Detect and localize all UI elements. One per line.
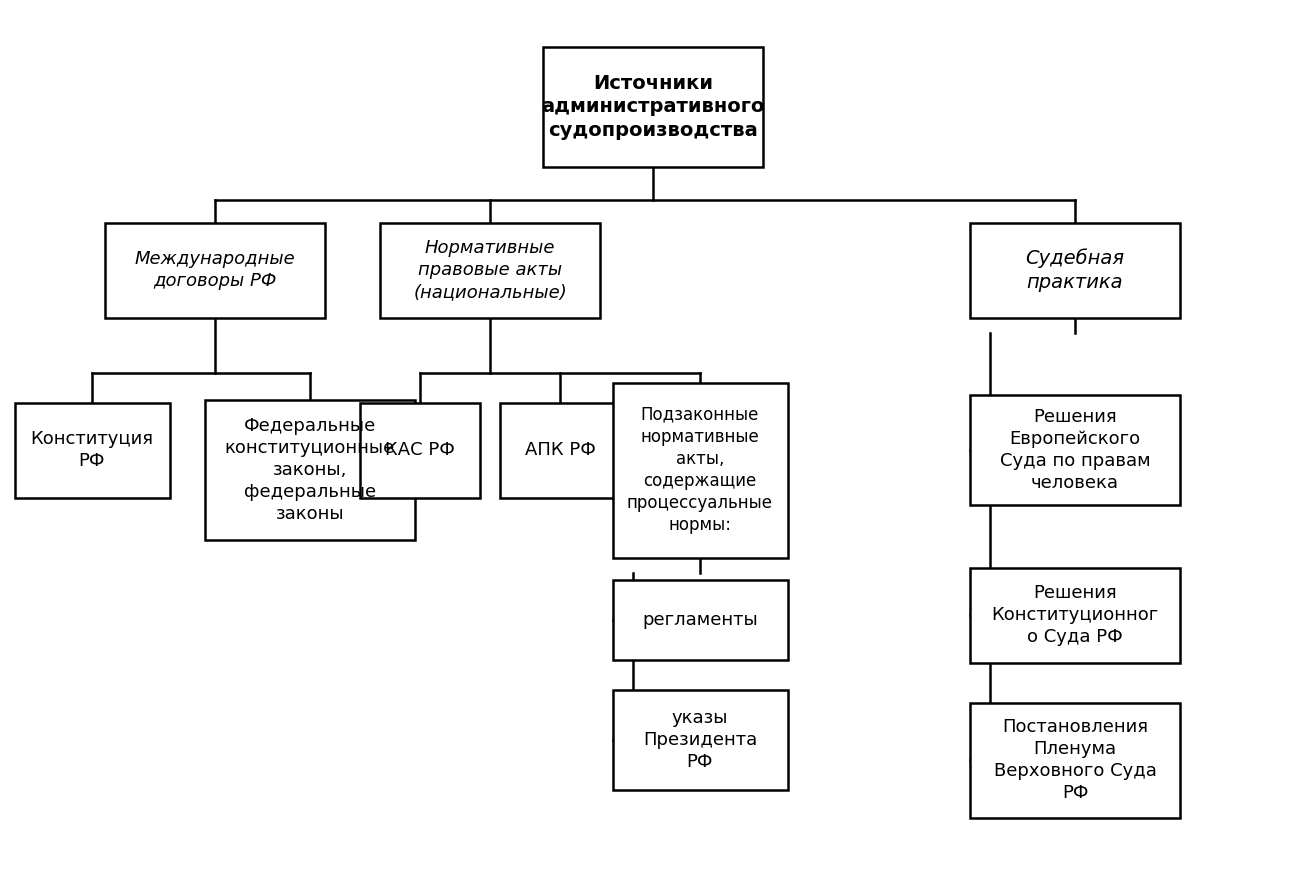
FancyBboxPatch shape — [380, 222, 600, 318]
Text: Судебная
практика: Судебная практика — [1026, 248, 1124, 292]
FancyBboxPatch shape — [501, 402, 620, 498]
FancyBboxPatch shape — [359, 402, 480, 498]
Text: АПК РФ: АПК РФ — [524, 441, 596, 459]
FancyBboxPatch shape — [970, 395, 1180, 505]
FancyBboxPatch shape — [105, 222, 325, 318]
Text: Решения
Европейского
Суда по правам
человека: Решения Европейского Суда по правам чело… — [1000, 408, 1150, 492]
Text: Решения
Конституционног
о Суда РФ: Решения Конституционног о Суда РФ — [992, 584, 1158, 646]
FancyBboxPatch shape — [14, 402, 170, 498]
Text: Конституция
РФ: Конституция РФ — [30, 430, 153, 470]
Text: Источники
административного
судопроизводства: Источники административного судопроизвод… — [541, 74, 765, 140]
Text: Нормативные
правовые акты
(национальные): Нормативные правовые акты (национальные) — [413, 239, 567, 301]
FancyBboxPatch shape — [613, 383, 788, 557]
Text: Международные
договоры РФ: Международные договоры РФ — [135, 250, 295, 290]
FancyBboxPatch shape — [613, 580, 788, 660]
Text: регламенты: регламенты — [642, 611, 758, 629]
FancyBboxPatch shape — [542, 47, 763, 167]
FancyBboxPatch shape — [970, 702, 1180, 818]
Text: Постановления
Пленума
Верховного Суда
РФ: Постановления Пленума Верховного Суда РФ — [993, 717, 1157, 802]
FancyBboxPatch shape — [970, 568, 1180, 662]
Text: Подзаконные
нормативные
акты,
содержащие
процессуальные
нормы:: Подзаконные нормативные акты, содержащие… — [627, 406, 772, 535]
FancyBboxPatch shape — [970, 222, 1180, 318]
Text: Федеральные
конституционные
законы,
федеральные
законы: Федеральные конституционные законы, феде… — [225, 417, 395, 523]
Text: указы
Президента
РФ: указы Президента РФ — [643, 708, 757, 772]
FancyBboxPatch shape — [613, 690, 788, 790]
FancyBboxPatch shape — [205, 400, 416, 540]
Text: КАС РФ: КАС РФ — [386, 441, 455, 459]
